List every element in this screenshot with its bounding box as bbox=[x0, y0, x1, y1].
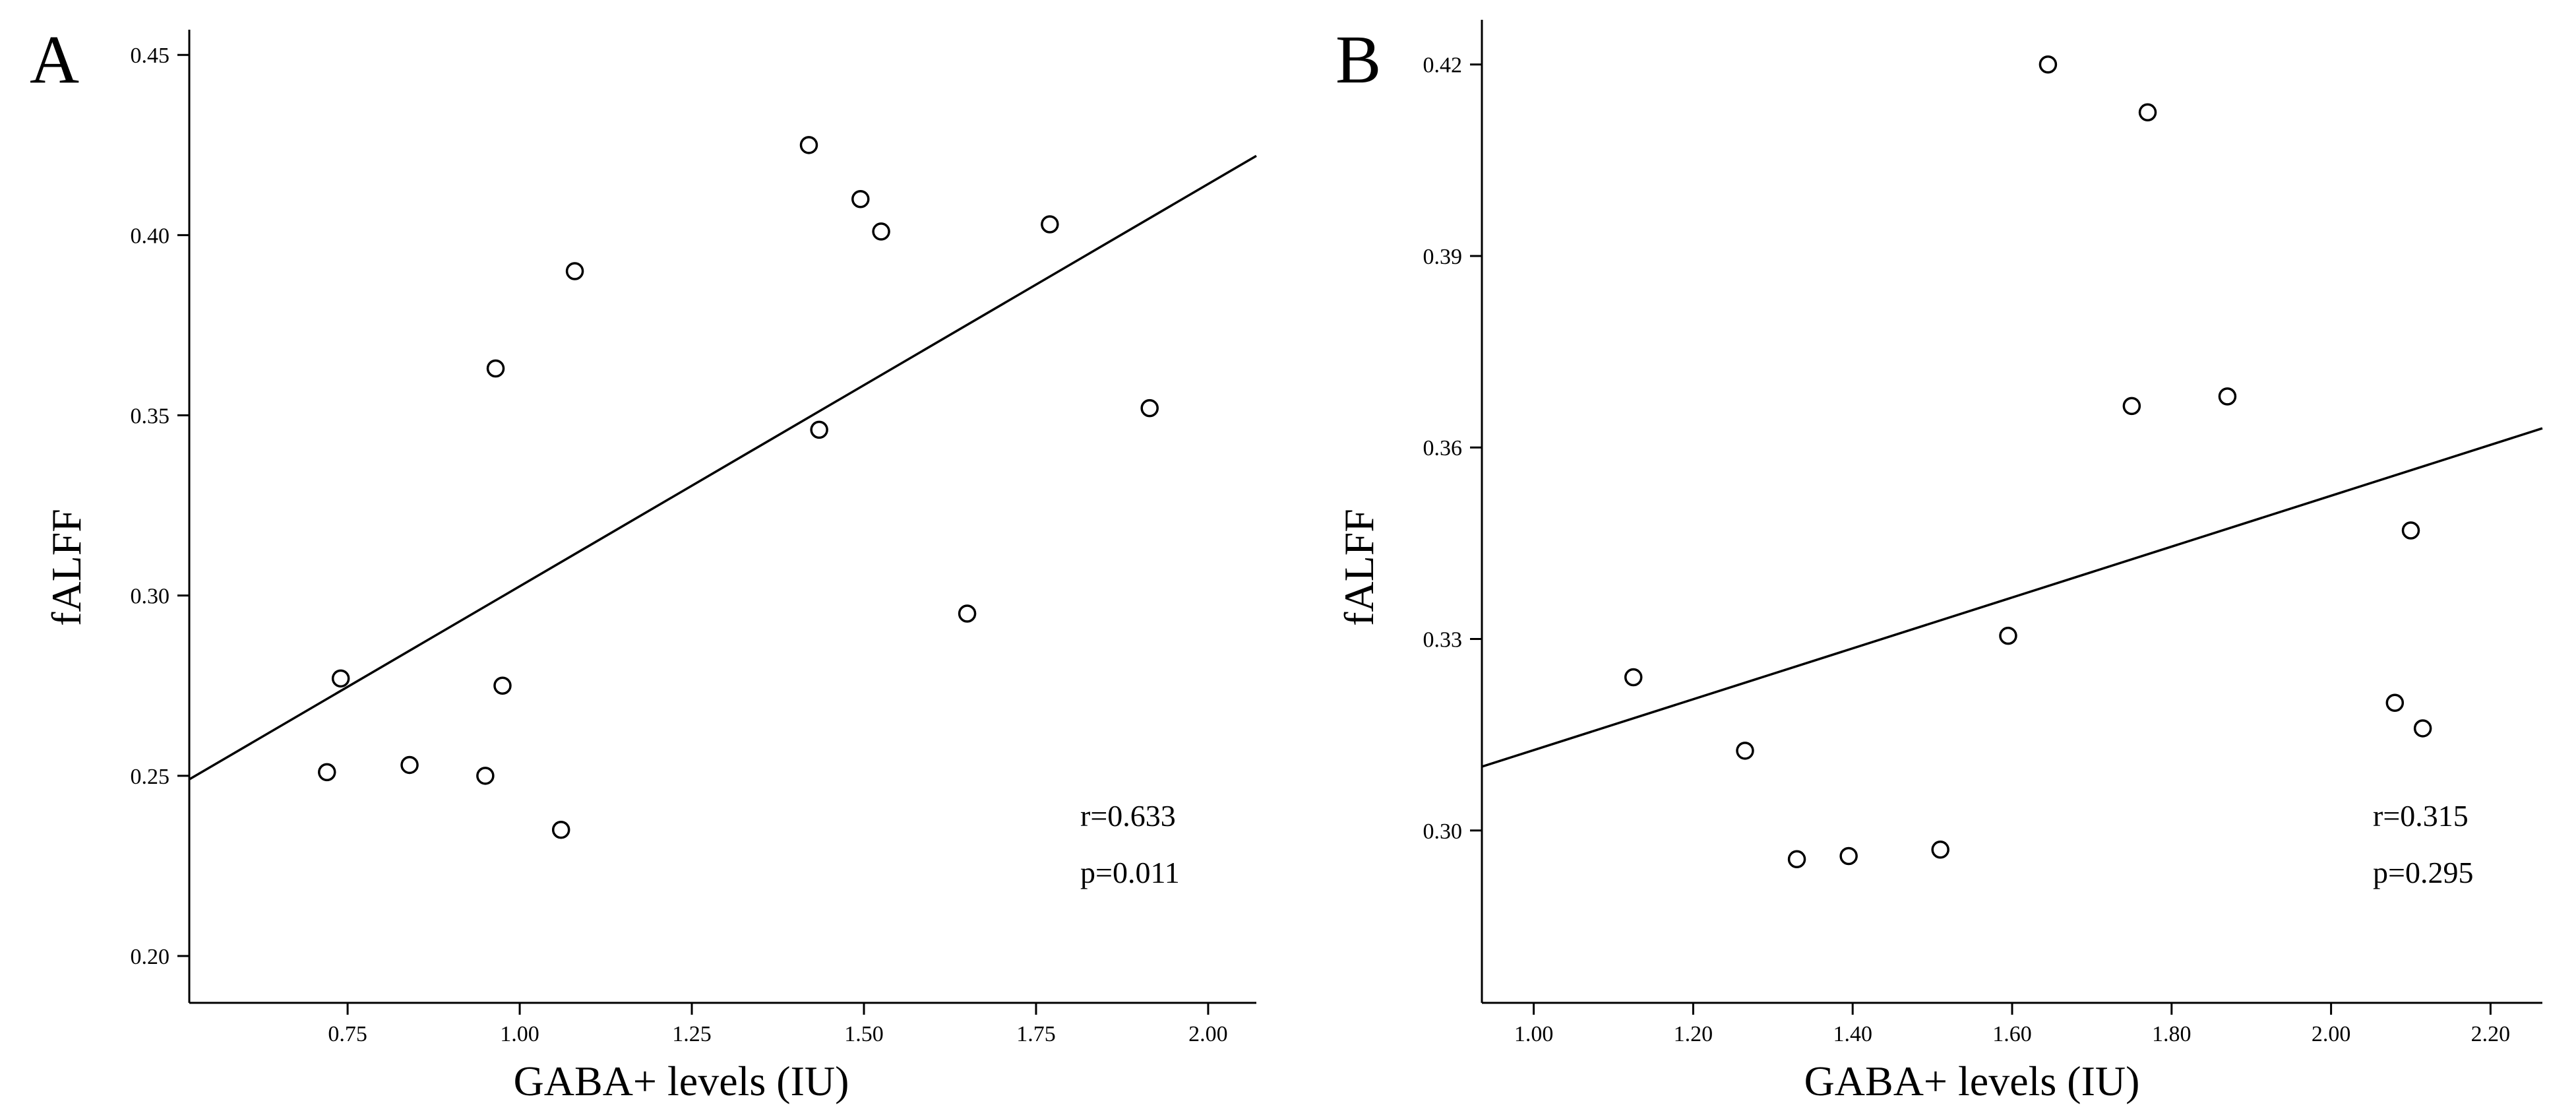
p-annotation: p=0.295 bbox=[2373, 856, 2473, 889]
data-point bbox=[1839, 846, 1858, 866]
p-annotation: p=0.011 bbox=[1080, 856, 1180, 889]
data-point bbox=[476, 767, 495, 785]
fit-line bbox=[1481, 427, 2543, 768]
data-point bbox=[2413, 719, 2432, 738]
data-point bbox=[493, 676, 512, 695]
data-point bbox=[565, 262, 584, 280]
data-point bbox=[1140, 398, 1159, 418]
y-tick-label: 0.36 bbox=[1423, 436, 1463, 461]
data-point bbox=[318, 763, 336, 782]
y-tick-label: 0.35 bbox=[131, 404, 170, 429]
data-point bbox=[810, 420, 828, 439]
data-point bbox=[2122, 397, 2141, 416]
x-tick-label: 1.25 bbox=[672, 1022, 712, 1046]
x-tick-label: 1.40 bbox=[1833, 1022, 1872, 1046]
data-point bbox=[2138, 103, 2157, 122]
panel-a: A fALFF GABA+ levels (IU) r=0.633 p=0.01… bbox=[30, 22, 1257, 1104]
data-point bbox=[872, 222, 890, 241]
data-point bbox=[799, 136, 818, 154]
y-axis-label: fALFF bbox=[43, 509, 90, 626]
data-point bbox=[331, 669, 350, 688]
data-point bbox=[1787, 850, 1806, 869]
data-point bbox=[486, 359, 505, 378]
x-axis-label: GABA+ levels (IU) bbox=[514, 1058, 849, 1104]
y-tick-label: 0.30 bbox=[1423, 819, 1463, 844]
r-annotation: r=0.315 bbox=[2373, 799, 2469, 833]
data-point bbox=[2218, 387, 2237, 406]
y-tick-label: 0.33 bbox=[1423, 628, 1463, 653]
y-tick-label: 0.20 bbox=[131, 945, 170, 969]
data-point bbox=[400, 755, 419, 775]
x-tick-label: 1.75 bbox=[1016, 1022, 1056, 1046]
x-axis-label: GABA+ levels (IU) bbox=[1804, 1058, 2140, 1104]
x-tick-label: 1.00 bbox=[1514, 1022, 1554, 1046]
data-point bbox=[2039, 55, 2058, 74]
data-point bbox=[1624, 668, 1643, 687]
panel-b: B fALFF GABA+ levels (IU) r=0.315 p=0.29… bbox=[1335, 20, 2543, 1104]
fit-line bbox=[189, 154, 1257, 780]
data-point bbox=[2401, 521, 2420, 540]
x-tick-label: 1.60 bbox=[1992, 1022, 2032, 1046]
y-tick-label: 0.39 bbox=[1423, 245, 1463, 269]
x-tick-label: 1.00 bbox=[500, 1022, 539, 1046]
data-point bbox=[958, 604, 977, 623]
y-axis-label: fALFF bbox=[1335, 509, 1382, 626]
data-point bbox=[851, 190, 870, 208]
x-tick-label: 2.00 bbox=[1188, 1022, 1228, 1046]
panel-label: A bbox=[30, 22, 79, 98]
data-point bbox=[2385, 693, 2405, 713]
data-point bbox=[551, 821, 570, 839]
y-tick-label: 0.42 bbox=[1423, 53, 1463, 78]
x-tick-label: 0.75 bbox=[328, 1022, 367, 1046]
panel-label: B bbox=[1335, 22, 1381, 98]
data-point bbox=[1999, 626, 2017, 645]
y-tick-label: 0.40 bbox=[131, 224, 170, 248]
x-tick-label: 2.00 bbox=[2312, 1022, 2351, 1046]
y-tick-label: 0.30 bbox=[131, 585, 170, 609]
x-tick-label: 1.20 bbox=[1674, 1022, 1713, 1046]
r-annotation: r=0.633 bbox=[1080, 799, 1176, 833]
y-tick-label: 0.45 bbox=[131, 44, 170, 68]
data-point bbox=[1041, 215, 1059, 234]
data-point bbox=[1736, 742, 1754, 760]
x-tick-label: 1.80 bbox=[2152, 1022, 2192, 1046]
x-tick-label: 2.20 bbox=[2471, 1022, 2511, 1046]
x-tick-label: 1.50 bbox=[844, 1022, 884, 1046]
y-tick-label: 0.25 bbox=[131, 765, 170, 789]
data-point bbox=[1931, 841, 1949, 859]
